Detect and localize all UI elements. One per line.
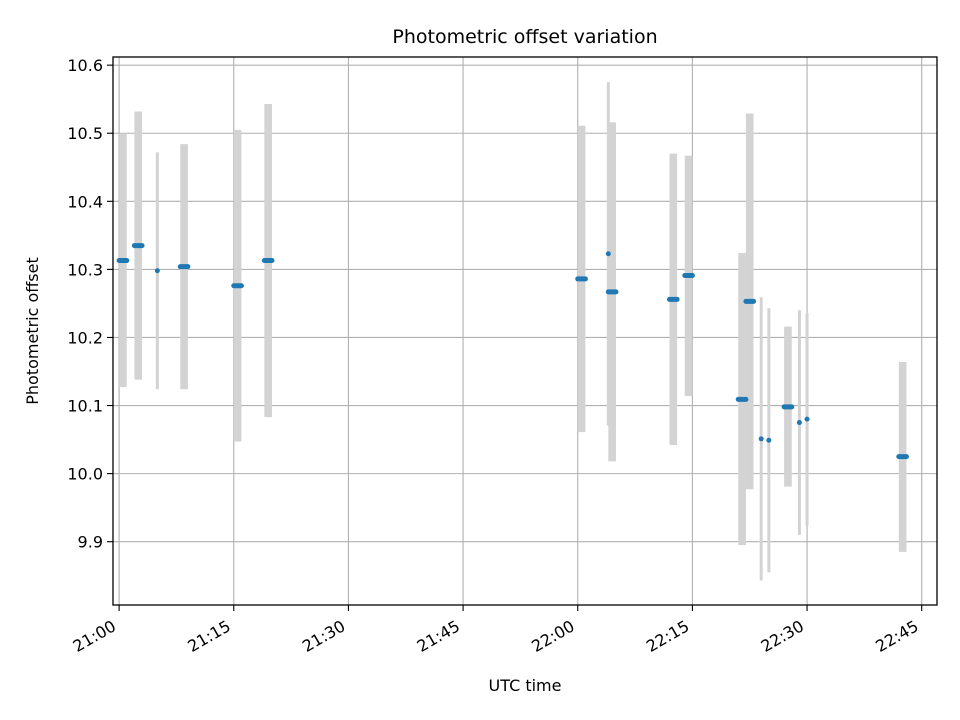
y-tick-label: 10.2 — [67, 328, 103, 347]
y-tick-label: 9.9 — [78, 533, 103, 552]
x-axis-label: UTC time — [489, 676, 562, 695]
y-tick-label: 10.6 — [67, 56, 103, 75]
y-axis-label: Photometric offset — [23, 257, 42, 405]
y-tick-label: 10.4 — [67, 192, 103, 211]
y-tick-label: 10.1 — [67, 397, 103, 416]
y-tick-label: 10.5 — [67, 124, 103, 143]
plot-frame — [112, 56, 938, 606]
chart-title: Photometric offset variation — [392, 26, 657, 48]
y-tick-label: 10.0 — [67, 465, 103, 484]
y-tick-label: 10.3 — [67, 260, 103, 279]
data-points — [116, 243, 909, 460]
